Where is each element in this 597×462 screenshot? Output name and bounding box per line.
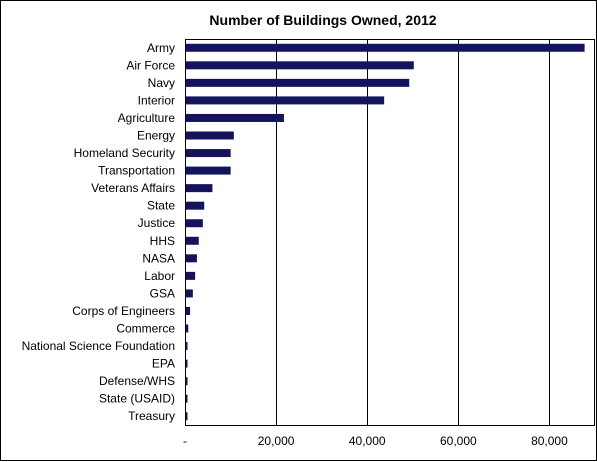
- category-label: National Science Foundation: [22, 339, 175, 353]
- x-tick-label: -: [183, 434, 187, 448]
- bar-energy: [186, 131, 234, 140]
- category-label: Justice: [138, 216, 176, 230]
- bar-commerce: [186, 324, 189, 333]
- bar-navy: [186, 78, 410, 87]
- x-tick-label: 60,000: [440, 434, 477, 448]
- x-tick-label: 80,000: [531, 434, 568, 448]
- category-label: Defense/WHS: [99, 374, 175, 388]
- bar-nasa: [186, 254, 197, 263]
- bar-corps-of-engineers: [186, 306, 191, 315]
- x-tick-label: 20,000: [258, 434, 295, 448]
- category-label: Army: [147, 41, 175, 55]
- bar-agriculture: [186, 113, 284, 122]
- category-label: Commerce: [116, 322, 175, 336]
- bar-hhs: [186, 236, 199, 245]
- bar-state-usaid-: [186, 394, 188, 403]
- bar-transportation: [186, 166, 231, 175]
- category-label: EPA: [152, 357, 175, 371]
- category-label: HHS: [150, 234, 175, 248]
- category-label: Transportation: [98, 164, 175, 178]
- bar-state: [186, 201, 205, 210]
- category-label: GSA: [150, 286, 175, 300]
- category-label: Agriculture: [118, 111, 176, 125]
- category-label: Homeland Security: [74, 146, 175, 160]
- bar-interior: [186, 96, 385, 105]
- bar-treasury: [186, 412, 188, 421]
- category-label: Veterans Affairs: [91, 181, 175, 195]
- bar-army: [186, 43, 585, 52]
- bar-gsa: [186, 289, 193, 298]
- x-tick-label: 40,000: [349, 434, 386, 448]
- chart-title: Number of Buildings Owned, 2012: [209, 12, 436, 28]
- category-label: Corps of Engineers: [72, 304, 175, 318]
- category-label: NASA: [142, 251, 175, 265]
- category-label: Labor: [144, 269, 175, 283]
- bar-national-science-foundation: [186, 342, 188, 351]
- category-label: Energy: [137, 129, 175, 143]
- bar-epa: [186, 359, 188, 368]
- bar-justice: [186, 219, 203, 228]
- plot-border: [185, 39, 595, 426]
- bar-air-force: [186, 61, 414, 70]
- category-label: State: [147, 199, 175, 213]
- bar-homeland-security: [186, 149, 231, 158]
- category-label: Interior: [138, 93, 175, 107]
- plot-area: Army Air Force Navy Interior Agriculture Ener…: [22, 39, 595, 448]
- bar-labor: [186, 271, 196, 280]
- category-label: Treasury: [128, 409, 175, 423]
- category-label: Air Force: [126, 58, 175, 72]
- bar-veterans-affairs: [186, 184, 213, 193]
- category-label: Navy: [148, 76, 175, 90]
- category-label: State (USAID): [99, 392, 175, 406]
- bar-defense-whs: [186, 377, 188, 386]
